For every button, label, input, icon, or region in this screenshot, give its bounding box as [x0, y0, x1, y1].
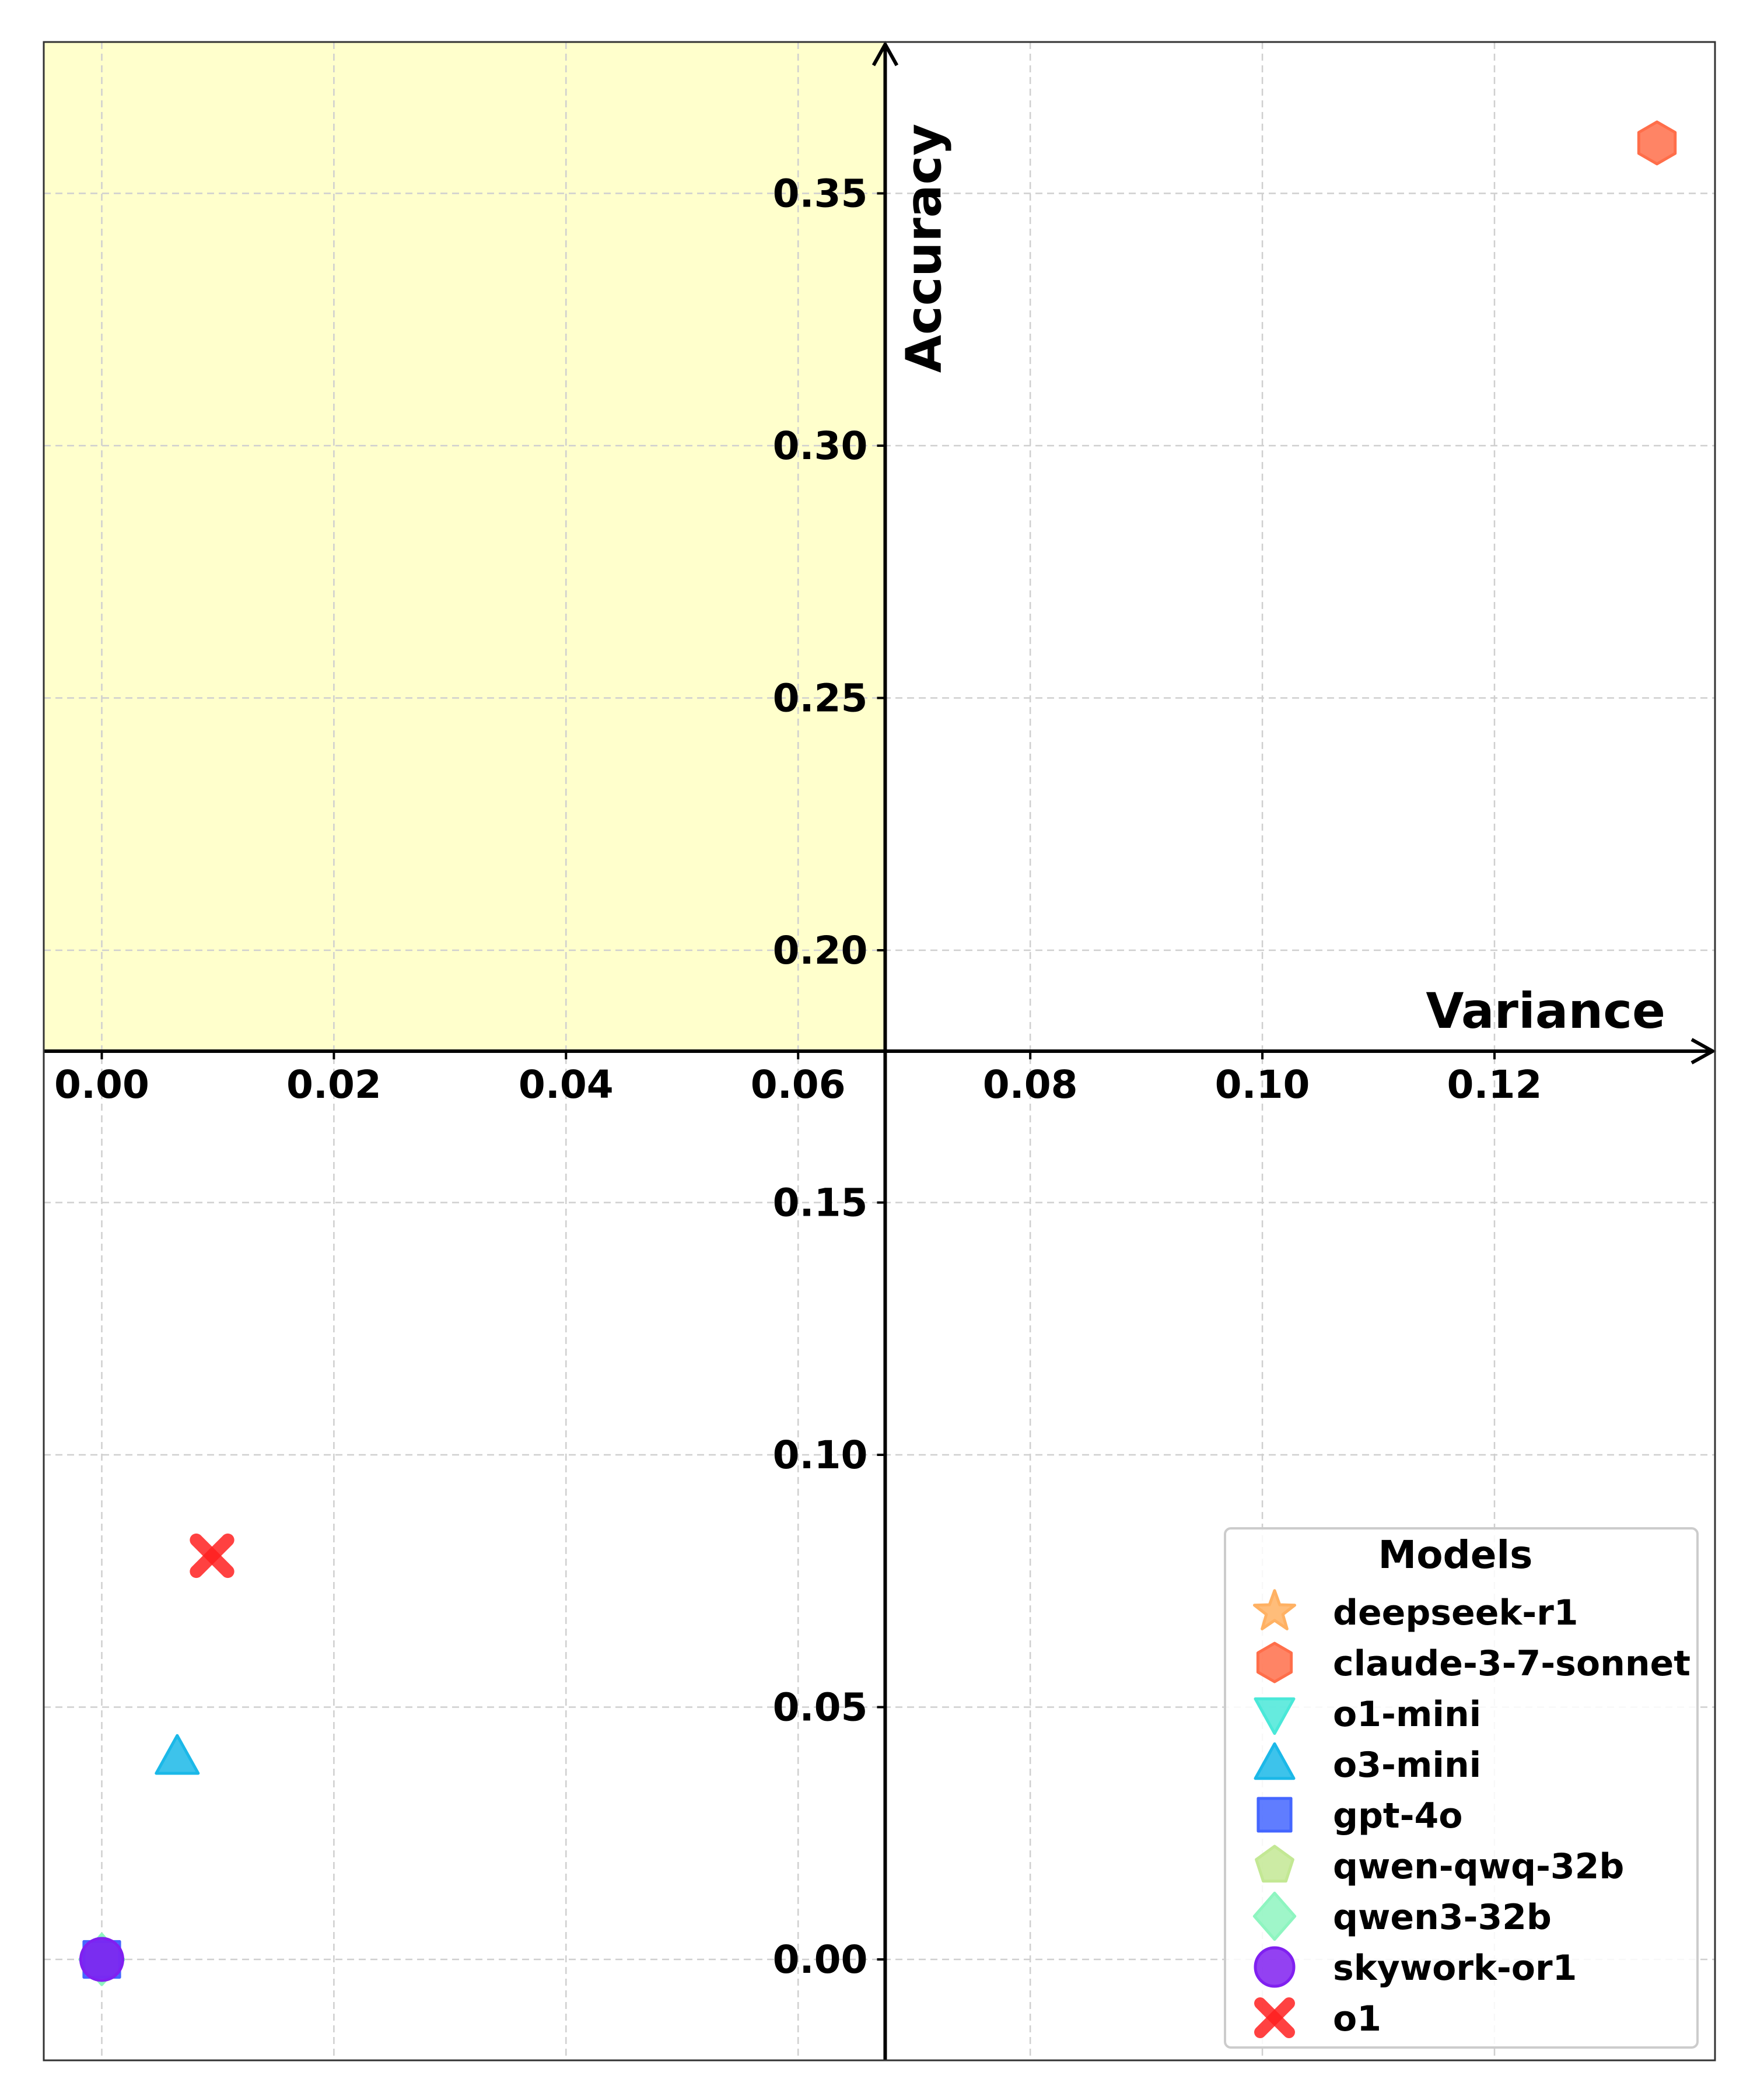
- gpt-4o-legend-marker: [1256, 1797, 1293, 1833]
- legend-label: gpt-4o: [1333, 1796, 1462, 1836]
- qwen-qwq-32b-legend-marker: [1255, 1845, 1294, 1883]
- legend-label: o1: [1333, 1999, 1381, 2039]
- legend-item-gpt-4o: gpt-4o: [1256, 1796, 1462, 1836]
- o1-legend-marker: [1254, 1997, 1295, 2038]
- y-tick-label: 0.35: [773, 172, 868, 216]
- legend-label: o1-mini: [1333, 1694, 1481, 1735]
- legend-item-deepseek-r1: deepseek-r1: [1252, 1589, 1578, 1633]
- qwen3-32b-legend-marker: [1252, 1891, 1297, 1941]
- legend-label: qwen-qwq-32b: [1333, 1846, 1624, 1887]
- data-point-claude-3-7-sonnet: [1637, 120, 1677, 166]
- x-tick-label: 0.08: [983, 1062, 1078, 1107]
- y-axis-label: Accuracy: [895, 124, 952, 373]
- claude-3-7-sonnet-legend-marker: [1256, 1642, 1293, 1684]
- x-axis-label: Variance: [1426, 982, 1665, 1040]
- tick-label-layer: 0.00 0.02 0.04 0.06 0.08 0.10 0.12 0.00 0.05 0.10…: [54, 172, 1542, 1983]
- legend-item-skywork-or1: skywork-or1: [1254, 1946, 1577, 1989]
- x-tick-label: 0.04: [519, 1062, 614, 1107]
- highlight-region-layer: [44, 42, 886, 1051]
- y-tick-label: 0.10: [773, 1433, 868, 1478]
- y-tick-label: 0.05: [773, 1685, 868, 1730]
- y-axis-arrow: [872, 40, 899, 66]
- skywork-or1-legend-marker: [1254, 1946, 1296, 1988]
- axes-layer: [44, 40, 1717, 2060]
- legend-item-qwen3-32b: qwen3-32b: [1252, 1891, 1552, 1941]
- data-points-layer: [78, 120, 1677, 1986]
- highlight-region: [44, 42, 886, 1051]
- legend-label: o3-mini: [1333, 1745, 1481, 1786]
- legend-item-claude-3-7-sonnet: claude-3-7-sonnet: [1256, 1642, 1690, 1684]
- x-tick-label: 0.02: [286, 1062, 382, 1107]
- legend-title: Models: [1378, 1532, 1533, 1577]
- legend-label: claude-3-7-sonnet: [1333, 1643, 1690, 1684]
- x-tick-label: 0.12: [1447, 1062, 1542, 1107]
- y-tick-label: 0.25: [773, 676, 868, 721]
- o1-mini-legend-marker: [1254, 1697, 1296, 1735]
- y-tick-label: 0.30: [773, 424, 868, 468]
- x-tick-label: 0.06: [751, 1062, 846, 1107]
- data-point-o3-mini: [155, 1734, 200, 1775]
- x-tick-label: 0.10: [1215, 1062, 1310, 1107]
- plot-frame: [43, 41, 1716, 2062]
- y-tick-label: 0.00: [773, 1937, 868, 1982]
- legend-frame: [1224, 1527, 1699, 2049]
- legend-item-o3-mini: o3-mini: [1254, 1742, 1481, 1786]
- x-axis-arrow: [1690, 1038, 1717, 1065]
- o3-mini-legend-marker: [1254, 1742, 1296, 1780]
- legend-item-o1-mini: o1-mini: [1254, 1694, 1481, 1735]
- legend-label: deepseek-r1: [1333, 1592, 1578, 1633]
- legend-label: skywork-or1: [1333, 1948, 1577, 1989]
- y-tick-label: 0.15: [773, 1181, 868, 1226]
- data-point-o1: [190, 1533, 235, 1578]
- y-tick-label: 0.20: [773, 928, 868, 973]
- legend: Models deepseek-r1 claude-3-7-sonnet o1-mi…: [1224, 1527, 1699, 2049]
- legend-item-qwen-qwq-32b: qwen-qwq-32b: [1255, 1845, 1624, 1887]
- legend-items: deepseek-r1 claude-3-7-sonnet o1-mini o3-mi…: [1252, 1589, 1690, 2039]
- x-tick-label: 0.00: [54, 1062, 149, 1107]
- legend-label: qwen3-32b: [1333, 1897, 1552, 1938]
- legend-item-o1: o1: [1254, 1997, 1381, 2039]
- data-point-skywork-or1: [79, 1937, 124, 1982]
- deepseek-r1-legend-marker: [1252, 1589, 1297, 1630]
